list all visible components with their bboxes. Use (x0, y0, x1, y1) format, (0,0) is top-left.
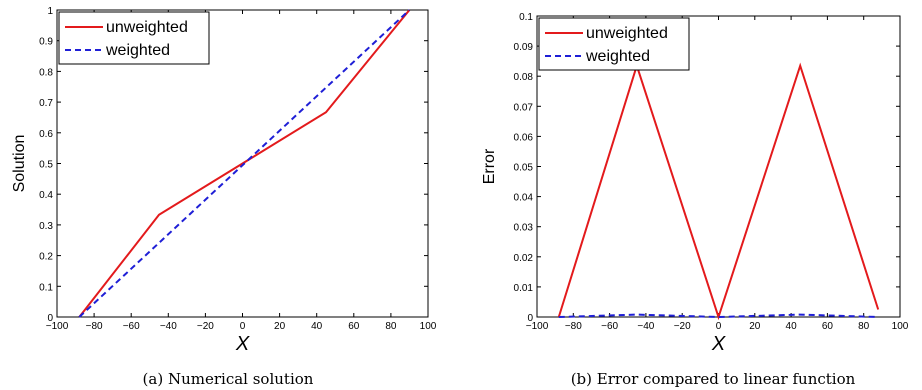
x-tick-label: −60 (601, 321, 618, 332)
x-tick-label: 100 (420, 321, 437, 332)
x-tick-label: 20 (749, 321, 761, 332)
y-tick-label: 0.7 (39, 98, 53, 109)
legend-label-unweighted: unweighted (586, 25, 668, 42)
chart-panel-0: −100 −80 −60 −40 −20 0 20 40 60 80 100 0 0.1 0.2 0.3 0.… (11, 6, 437, 388)
y-tick-label: 0.9 (39, 37, 53, 48)
x-tick-label: 60 (822, 321, 834, 332)
x-tick-label: −80 (565, 321, 582, 332)
y-tick-label: 0.4 (39, 190, 53, 201)
legend-label-unweighted: unweighted (106, 19, 188, 36)
series-line-unweighted (557, 62, 880, 321)
series-line-unweighted (78, 9, 411, 318)
y-tick-label: 0.02 (514, 253, 534, 264)
x-tick-label: 40 (786, 321, 798, 332)
y-tick-label: 0.1 (519, 12, 533, 23)
y-tick-label: 0.07 (514, 102, 534, 113)
x-tick-label: 60 (348, 321, 360, 332)
y-tick-label: 0.1 (39, 282, 53, 293)
x-tick-label: 0 (240, 321, 246, 332)
legend-box (58, 11, 210, 65)
y-tick-label: 0.3 (39, 221, 53, 232)
x-tick-label: 100 (892, 321, 909, 332)
legend-box (538, 17, 690, 71)
x-axis-label: X (235, 333, 250, 355)
legend-label-weighted: weighted (585, 48, 650, 65)
figure-caption: (a) Numerical solution (143, 370, 314, 388)
legend: unweighted weighted (58, 11, 210, 65)
y-tick-label: 0.08 (514, 72, 534, 83)
y-tick-label: 0 (527, 313, 533, 324)
x-tick-label: −20 (197, 321, 214, 332)
y-tick-label: 0.03 (514, 223, 534, 234)
y-tick-label: 0.5 (39, 160, 53, 171)
x-tick-label: −20 (674, 321, 691, 332)
x-tick-label: −100 (526, 321, 549, 332)
x-tick-label: 80 (385, 321, 397, 332)
x-tick-label: −40 (637, 321, 654, 332)
y-tick-label: 0.09 (514, 42, 534, 53)
series-line-weighted (558, 313, 879, 319)
x-axis-label: X (711, 333, 726, 355)
x-tick-label: 80 (858, 321, 870, 332)
x-tick-label: 20 (274, 321, 286, 332)
y-tick-label: 0.04 (514, 193, 534, 204)
y-tick-label: 0.2 (39, 252, 53, 263)
y-tick-label: 0.05 (514, 163, 534, 174)
legend: unweighted weighted (538, 17, 690, 71)
x-tick-label: 40 (311, 321, 323, 332)
chart-panel-1: −100 −80 −60 −40 −20 0 20 40 60 80 100 0 0.01 0.02 0.0… (481, 12, 909, 388)
legend-label-weighted: weighted (105, 42, 170, 59)
y-tick-label: 0.01 (514, 283, 534, 294)
y-tick-label: 0.6 (39, 129, 53, 140)
series-line-weighted (78, 9, 411, 318)
x-tick-label: 0 (716, 321, 722, 332)
y-tick-label: 0 (47, 313, 53, 324)
y-axis-label: Error (481, 148, 498, 184)
y-tick-label: 1 (47, 6, 53, 17)
x-tick-label: −60 (123, 321, 140, 332)
figure-caption: (b) Error compared to linear function (571, 370, 856, 388)
x-tick-label: −40 (160, 321, 177, 332)
y-axis-label: Solution (11, 135, 28, 193)
x-tick-label: −80 (86, 321, 103, 332)
y-tick-label: 0.06 (514, 132, 534, 143)
x-tick-label: −100 (46, 321, 69, 332)
y-tick-label: 0.8 (39, 67, 53, 78)
